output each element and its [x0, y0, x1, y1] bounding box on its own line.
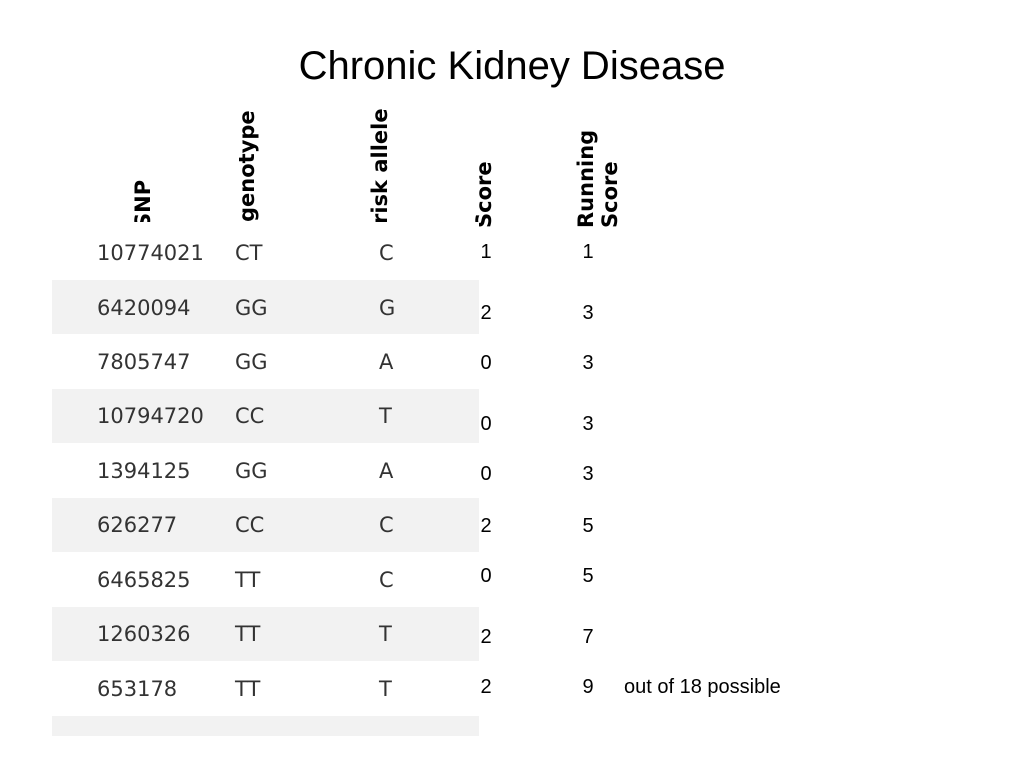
running-score-cell: 3: [582, 302, 594, 324]
table-band: [52, 498, 479, 552]
snp-cell: 7805747: [97, 350, 191, 374]
snp-cell: 6420094: [97, 296, 191, 320]
header-risk-allele: risk allele: [368, 108, 392, 224]
snp-cell: 626277: [97, 513, 178, 537]
score-cell: 0: [480, 352, 492, 374]
table-band: [52, 716, 479, 736]
genotype-cell: TT: [235, 622, 261, 646]
table-band: [52, 335, 479, 389]
genotype-cell: GG: [235, 296, 268, 320]
genotype-cell: GG: [235, 350, 268, 374]
snp-cell: 653178: [97, 677, 178, 701]
risk-allele-cell: T: [379, 677, 392, 701]
snp-cell: 1394125: [97, 459, 191, 483]
running-score-cell: 9: [582, 676, 594, 698]
header-snp: SNP: [131, 179, 155, 228]
risk-allele-cell: T: [379, 622, 392, 646]
header-genotype: genotype: [235, 110, 259, 222]
score-cell: 2: [480, 676, 492, 698]
risk-allele-cell: G: [379, 296, 396, 320]
genotype-cell: TT: [235, 677, 261, 701]
score-cell: 0: [480, 413, 492, 435]
genotype-cell: CC: [235, 404, 265, 428]
table-band: [52, 280, 479, 334]
running-score-cell: 3: [582, 413, 594, 435]
risk-allele-cell: C: [379, 513, 394, 537]
risk-allele-cell: T: [379, 404, 392, 428]
running-score-cell: 7: [582, 626, 594, 648]
running-score-cell: 3: [582, 352, 594, 374]
score-cell: 2: [480, 302, 492, 324]
table-band: [52, 607, 479, 661]
score-cell: 2: [480, 626, 492, 648]
score-cell: 1: [480, 241, 492, 263]
snp-cell: 10794720: [97, 404, 204, 428]
score-cell: 0: [480, 463, 492, 485]
running-score-cell: 1: [582, 241, 594, 263]
snp-cell: 6465825: [97, 568, 191, 592]
table-band: [52, 444, 479, 498]
risk-allele-cell: C: [379, 241, 394, 265]
genotype-cell: CT: [235, 241, 263, 265]
genotype-cell: TT: [235, 568, 261, 592]
running-score-cell: 5: [582, 515, 594, 537]
genotype-cell: CC: [235, 513, 265, 537]
table-background: [52, 222, 479, 736]
page-title: Chronic Kidney Disease: [298, 44, 726, 88]
snp-cell: 1260326: [97, 622, 191, 646]
risk-allele-cell: A: [379, 459, 394, 483]
snp-cell: 10774021: [97, 241, 204, 265]
header-score: Score: [472, 161, 496, 228]
total-note: out of 18 possible: [624, 676, 781, 698]
genotype-cell: GG: [235, 459, 268, 483]
score-cell: 0: [480, 565, 492, 587]
risk-allele-cell: A: [379, 350, 394, 374]
table-band: [52, 222, 479, 276]
header-running-score: Running Score: [574, 129, 622, 228]
risk-allele-cell: C: [379, 568, 394, 592]
table-band: [52, 553, 479, 607]
table-band: [52, 389, 479, 443]
table-band: [52, 662, 479, 716]
running-score-cell: 5: [582, 565, 594, 587]
score-cell: 2: [480, 515, 492, 537]
running-score-cell: 3: [582, 463, 594, 485]
